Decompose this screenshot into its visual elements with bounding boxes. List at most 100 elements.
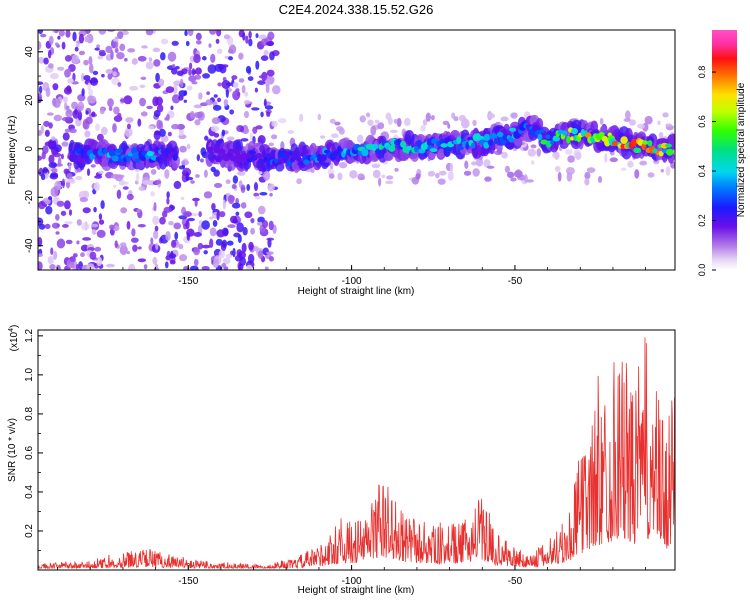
noise-speckle: [280, 141, 285, 151]
noise-speckle: [186, 176, 194, 181]
noise-speckle: [109, 224, 115, 230]
noise-speckle: [167, 131, 172, 137]
noise-speckle: [330, 133, 339, 138]
noise-speckle: [166, 197, 170, 205]
noise-speckle: [377, 122, 385, 130]
noise-speckle: [265, 41, 274, 47]
noise-speckle: [178, 243, 184, 250]
noise-speckle: [178, 254, 188, 262]
noise-speckle: [270, 134, 278, 140]
noise-speckle: [75, 176, 83, 181]
noise-speckle: [130, 237, 139, 243]
noise-speckle: [170, 239, 177, 248]
noise-speckle: [55, 214, 60, 221]
noise-speckle: [148, 125, 154, 130]
noise-speckle: [334, 121, 341, 126]
ridge-core: [289, 150, 294, 156]
noise-speckle: [258, 75, 265, 79]
noise-speckle: [126, 250, 131, 255]
noise-speckle: [127, 48, 136, 53]
noise-speckle: [464, 160, 469, 169]
noise-speckle: [248, 30, 252, 39]
noise-speckle: [56, 200, 65, 207]
noise-speckle: [267, 183, 275, 192]
noise-speckle: [171, 123, 180, 130]
noise-speckle: [106, 263, 115, 268]
noise-speckle: [80, 252, 85, 258]
noise-speckle: [166, 114, 170, 121]
noise-speckle: [78, 33, 85, 44]
noise-speckle: [240, 125, 245, 133]
noise-speckle: [269, 51, 275, 61]
noise-speckle: [420, 124, 426, 132]
noise-speckle: [53, 114, 62, 122]
noise-speckle: [136, 209, 141, 213]
noise-speckle: [52, 83, 59, 91]
noise-speckle: [101, 73, 105, 78]
noise-speckle: [153, 130, 161, 141]
noise-speckle: [156, 119, 162, 130]
y-tick-label: 0.6: [24, 446, 35, 460]
ridge-core: [666, 148, 674, 156]
noise-speckle: [604, 153, 608, 163]
noise-speckle: [94, 47, 100, 51]
noise-speckle: [82, 207, 91, 214]
noise-speckle: [202, 73, 210, 79]
noise-speckle: [565, 148, 573, 155]
noise-speckle: [211, 117, 221, 125]
noise-speckle: [257, 171, 263, 175]
noise-speckle: [267, 31, 275, 41]
noise-speckle: [138, 186, 145, 191]
noise-speckle: [435, 172, 440, 179]
ridge-core: [566, 135, 571, 144]
noise-speckle: [184, 212, 192, 217]
noise-speckle: [463, 170, 472, 176]
noise-speckle: [260, 111, 264, 118]
noise-speckle: [186, 232, 191, 241]
noise-speckle: [86, 168, 91, 177]
noise-speckle: [137, 118, 142, 127]
noise-speckle: [242, 32, 246, 41]
noise-speckle: [213, 94, 218, 98]
noise-speckle: [215, 38, 220, 44]
ridge-core: [155, 156, 161, 163]
noise-speckle: [83, 59, 89, 66]
ridge-core: [545, 134, 551, 140]
ridge-core: [537, 133, 543, 141]
noise-speckle: [257, 250, 264, 259]
noise-speckle: [107, 98, 114, 108]
noise-speckle: [191, 81, 198, 85]
snr-frame: [37, 329, 676, 571]
y-tick-label: 20: [24, 94, 35, 106]
noise-speckle: [567, 155, 575, 163]
noise-speckle: [178, 95, 184, 101]
noise-speckle: [49, 173, 59, 180]
noise-speckle: [204, 135, 209, 141]
noise-speckle: [192, 197, 200, 202]
noise-speckle: [148, 57, 153, 62]
ridge-halo: [383, 151, 394, 162]
noise-speckle: [57, 66, 65, 71]
noise-speckle: [38, 261, 43, 270]
noise-speckle: [357, 173, 365, 181]
noise-speckle: [114, 47, 119, 54]
noise-speckle: [51, 222, 60, 229]
noise-speckle: [188, 62, 193, 70]
noise-speckle: [163, 206, 172, 213]
noise-speckle: [63, 168, 69, 175]
noise-speckle: [221, 64, 229, 68]
noise-speckle: [387, 117, 393, 125]
noise-speckle: [51, 167, 58, 173]
noise-speckle: [487, 113, 496, 119]
noise-speckle: [268, 142, 274, 147]
ridge-core: [246, 158, 253, 163]
ridge-core: [496, 131, 504, 138]
noise-speckle: [527, 148, 537, 157]
noise-speckle: [126, 123, 131, 130]
noise-speckle: [227, 224, 236, 229]
noise-speckle: [38, 30, 44, 35]
noise-speckle: [389, 129, 398, 133]
noise-speckle: [171, 94, 181, 104]
noise-speckle: [240, 202, 247, 209]
